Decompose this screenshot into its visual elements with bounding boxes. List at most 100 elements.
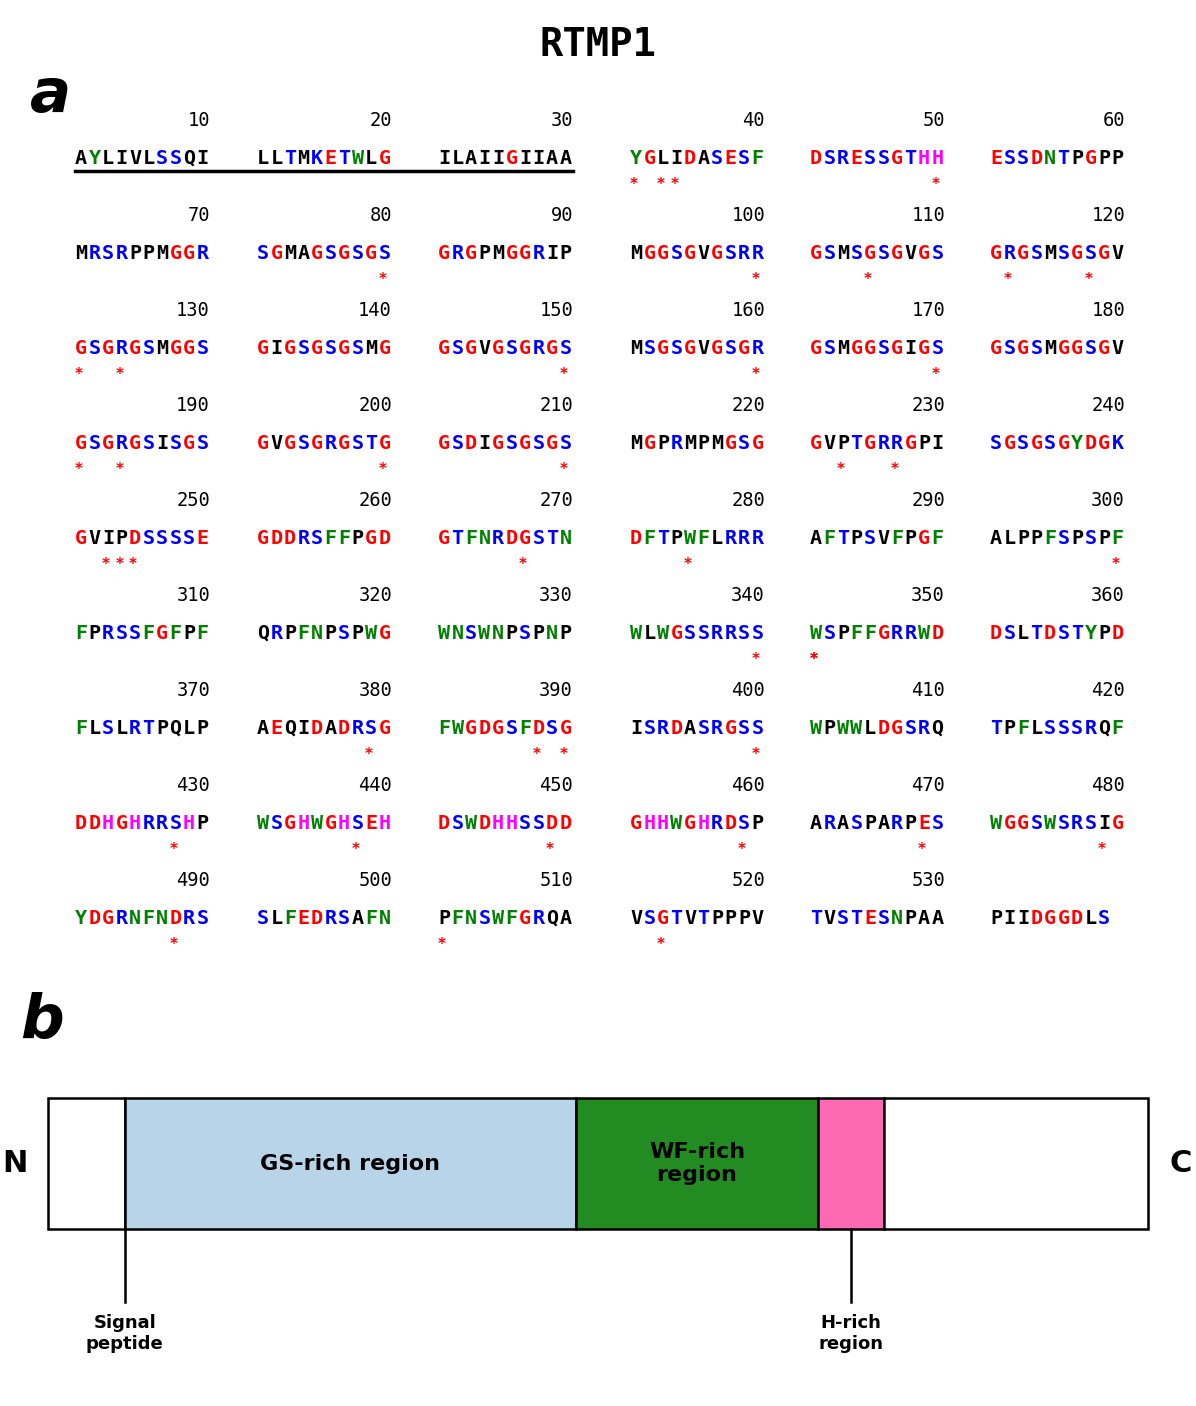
Text: 290: 290 [911,491,945,510]
Text: G: G [751,434,763,453]
Text: A: A [919,910,930,928]
Text: P: P [532,624,544,643]
Text: G: G [365,529,377,548]
Text: T: T [904,149,916,167]
Text: *: * [630,177,637,193]
Text: T: T [1070,624,1084,643]
Text: H: H [298,814,310,834]
Text: R: R [492,529,505,548]
Text: R: R [532,339,544,359]
Text: G: G [547,434,559,453]
Text: I: I [102,529,114,548]
Text: S: S [697,718,709,738]
Text: G: G [1085,149,1097,167]
Text: G: G [891,245,903,263]
Text: H: H [932,149,944,167]
Text: R: R [824,814,836,834]
Text: P: P [990,910,1002,928]
Text: S: S [155,149,169,167]
Text: F: F [142,624,154,643]
Text: D: D [560,814,572,834]
Text: V: V [1111,245,1123,263]
Text: 300: 300 [1091,491,1125,510]
Text: T: T [657,529,669,548]
Text: S: S [738,814,750,834]
Text: L: L [1031,718,1043,738]
Text: S: S [725,339,737,359]
Text: V: V [478,339,490,359]
Text: T: T [671,910,683,928]
Text: *: * [116,367,123,382]
Text: F: F [438,718,450,738]
Text: G: G [891,149,903,167]
Text: *: * [116,557,123,572]
Text: F: F [338,529,350,548]
Text: D: D [532,718,544,738]
Text: M: M [630,339,642,359]
Text: G: G [378,339,391,359]
Text: G: G [506,149,518,167]
Text: L: L [257,149,269,167]
Text: P: P [1031,529,1043,548]
Text: I: I [1098,814,1110,834]
Text: P: P [837,624,849,643]
Text: S: S [170,529,182,548]
Text: R: R [116,434,128,453]
Text: R: R [738,529,750,548]
Text: Signal
peptide: Signal peptide [86,1315,164,1353]
Text: S: S [904,718,916,738]
Text: *: * [365,747,373,762]
Text: P: P [738,910,750,928]
Text: H: H [506,814,518,834]
Text: D: D [725,814,737,834]
Text: P: P [129,245,141,263]
Text: *: * [932,367,940,382]
Text: R: R [352,718,364,738]
Text: D: D [684,149,696,167]
Text: R: R [878,434,890,453]
Text: S: S [824,245,836,263]
Text: S: S [738,624,750,643]
Text: I: I [1017,910,1029,928]
Text: G: G [365,245,377,263]
Text: 400: 400 [731,681,765,700]
Text: P: P [1098,149,1110,167]
Text: S: S [1044,718,1056,738]
Text: 330: 330 [539,586,573,605]
Text: E: E [298,910,310,928]
Text: H: H [378,814,391,834]
Text: R: R [452,245,464,263]
Text: N: N [560,529,572,548]
Text: F: F [75,624,87,643]
Text: M: M [684,434,696,453]
Text: 210: 210 [539,396,573,415]
Text: I: I [298,718,310,738]
Text: 470: 470 [911,776,945,794]
Text: L: L [1017,624,1029,643]
Text: G: G [738,339,750,359]
Text: G: G [311,245,323,263]
Text: G: G [919,339,930,359]
Text: S: S [738,149,750,167]
Text: D: D [478,718,490,738]
Text: R: R [142,814,154,834]
Text: R: R [738,245,750,263]
Text: F: F [1044,529,1056,548]
Text: D: D [75,814,87,834]
Text: C: C [1170,1149,1192,1178]
Text: 260: 260 [359,491,392,510]
Text: L: L [452,149,464,167]
Text: 200: 200 [359,396,392,415]
Text: S: S [324,339,336,359]
Text: *: * [438,936,446,952]
Text: L: L [643,624,655,643]
Text: A: A [697,149,709,167]
Text: М: М [365,339,377,359]
Text: S: S [850,245,862,263]
Text: L: L [183,718,195,738]
Text: S: S [519,814,531,834]
Text: F: F [196,624,208,643]
Text: S: S [532,434,544,453]
Text: R: R [155,814,169,834]
Text: P: P [324,624,336,643]
